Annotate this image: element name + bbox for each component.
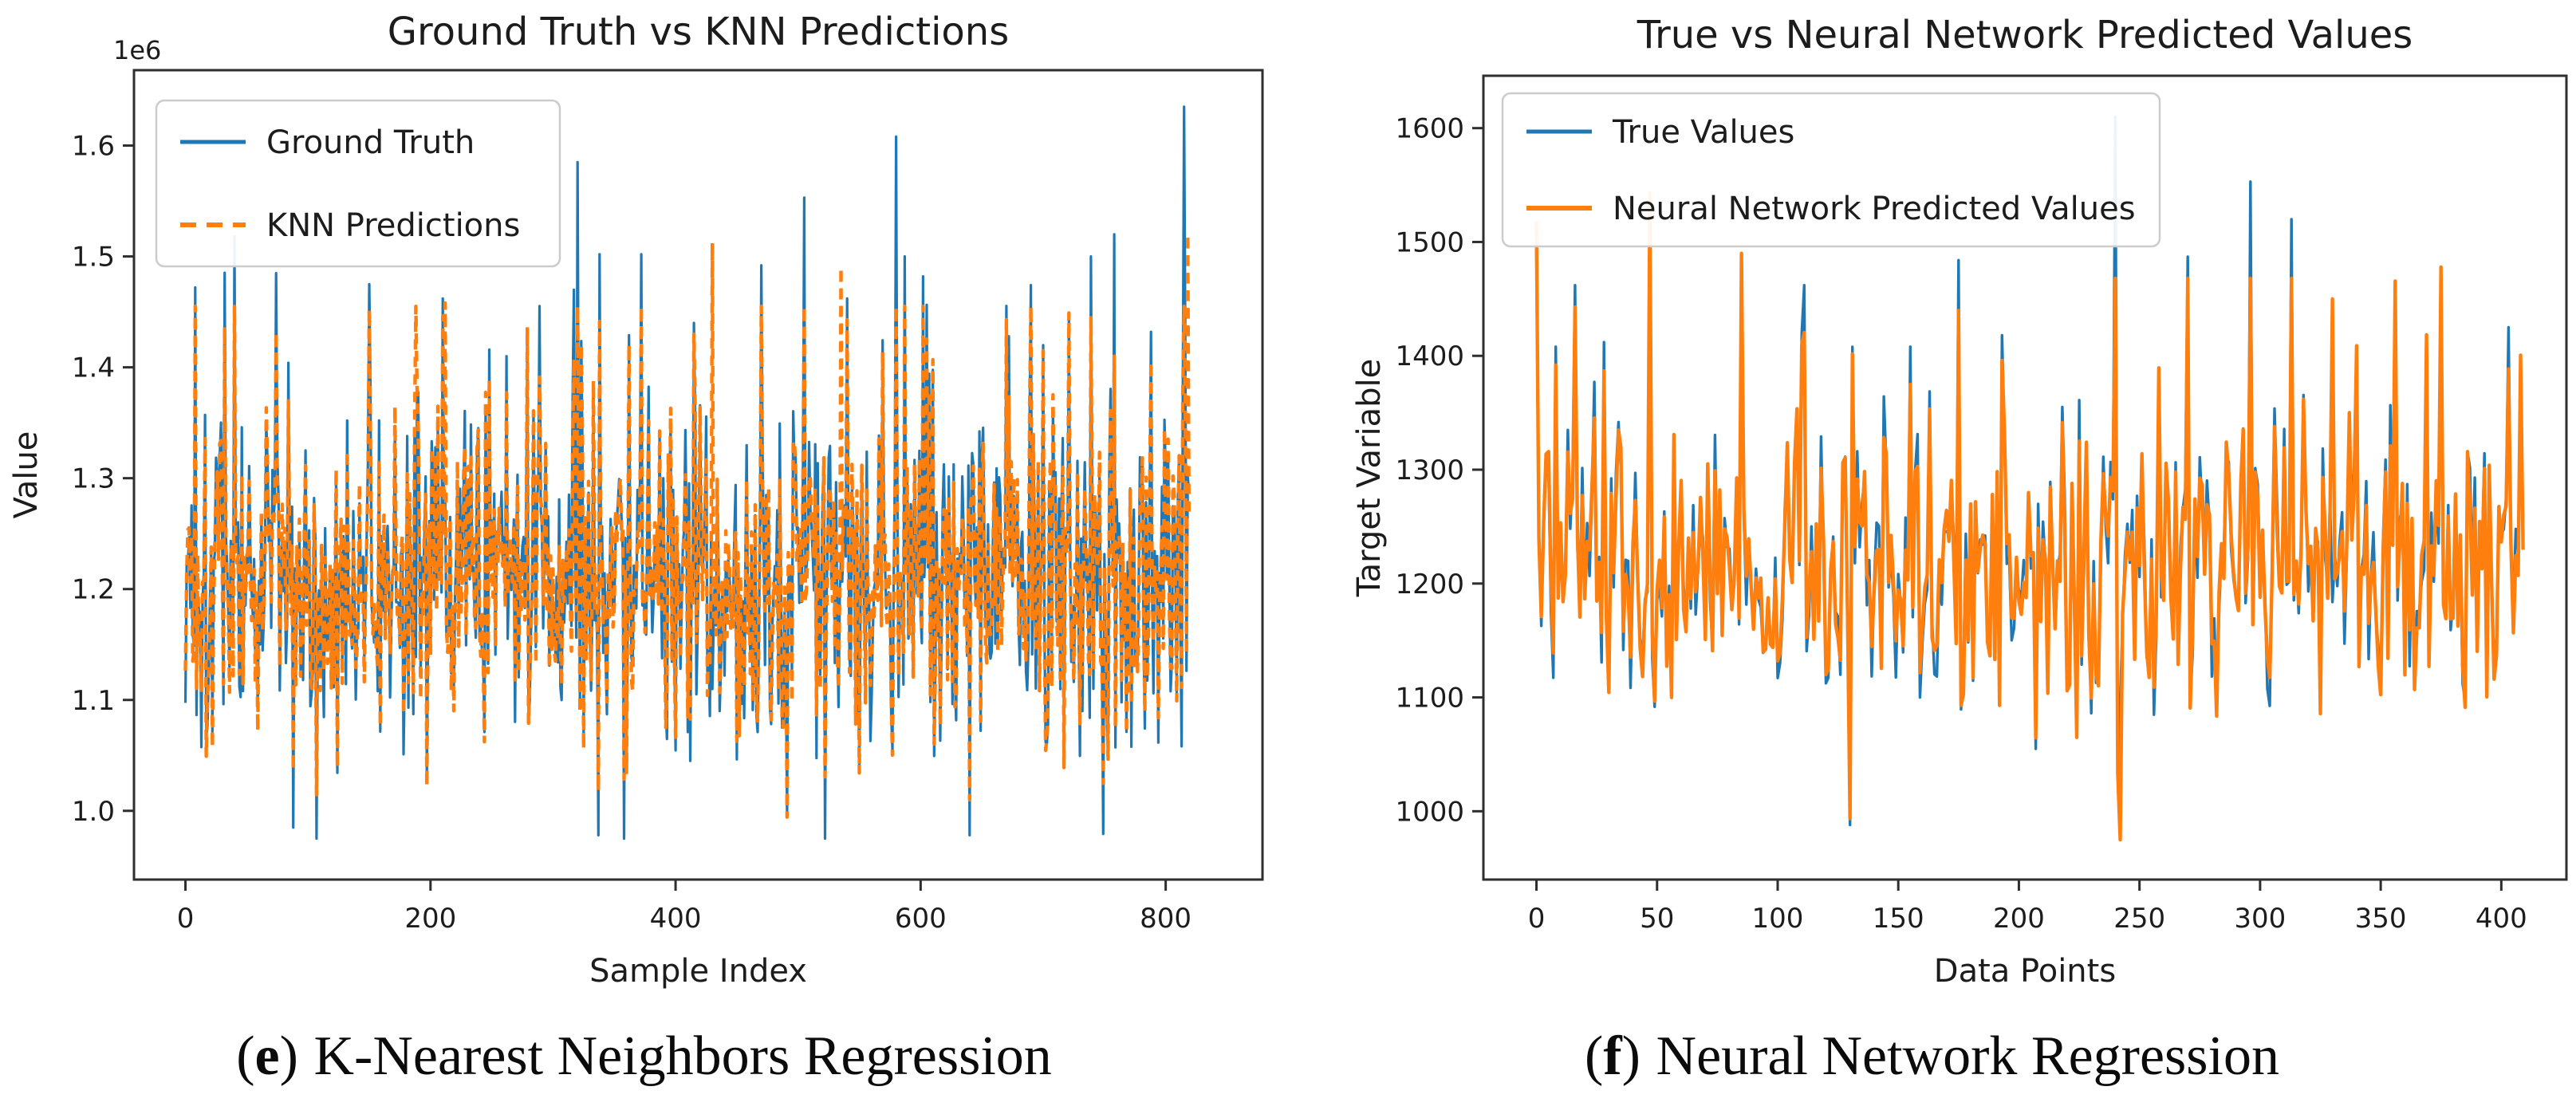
knn-chart-ytick-label: 1.5 [72,242,115,274]
caption-nn-close-paren: ) [1621,1025,1641,1087]
knn-chart-xtick-label: 800 [1140,903,1191,935]
nn-chart-ytick-label: 1500 [1395,226,1464,258]
figure-canvas: 0 200 400 600 800 1.0 1.1 1.2 1.3 1.4 1.5 1.6 Ground… [8,10,2568,990]
nn-chart-xtick-label: 200 [1993,903,2045,935]
knn-chart-legend-label: Ground Truth [266,124,475,161]
caption-knn-open-paren: ( [236,1025,255,1087]
nn-chart-ytick-label: 1200 [1395,569,1464,600]
caption-nn-letter: f [1603,1025,1622,1087]
caption-nn-open-paren: ( [1585,1025,1604,1087]
caption-knn-close-paren: ) [279,1025,298,1087]
nn-chart-ylabel: Target Variable [1351,359,1388,597]
knn-chart-ytick-label: 1.0 [72,796,115,828]
captions-row: (e) K-Nearest Neighbors Regression (f) Neu… [0,1001,2576,1112]
nn-chart-axes: 0 50 100 150 200 250 300 350 400 1000 1100 1200 1300… [1395,74,2568,935]
knn-chart-legend: Ground Truth KNN Predictions [155,99,561,268]
nn-chart-xtick-label: 400 [2476,903,2527,935]
nn-chart-xtick-label: 100 [1752,903,1804,935]
knn-chart-xtick-label: 400 [650,903,702,935]
knn-chart-ytick-label: 1.4 [72,352,115,384]
nn-chart-xtick-label: 150 [1873,903,1924,935]
nn-chart-legend-label: Neural Network Predicted Values [1613,191,2136,227]
nn-chart-ytick-label: 1400 [1395,341,1464,372]
nn-chart-ytick-label: 1100 [1395,683,1464,714]
caption-nn-text: Neural Network Regression [1656,1025,2279,1087]
knn-chart-ytick-label: 1.6 [72,131,115,163]
nn-chart-xtick-label: 350 [2355,903,2407,935]
caption-knn: (e) K-Nearest Neighbors Regression [0,1001,1288,1112]
nn-chart-series [1534,115,2525,842]
nn-chart-xlabel: Data Points [1934,953,2116,990]
nn-chart-legend: True Values Neural Network Predicted Valu… [1501,92,2161,248]
caption-knn-text: K-Nearest Neighbors Regression [313,1025,1052,1087]
nn-chart-legend-label: True Values [1612,114,1794,151]
nn-chart-ytick-label: 1300 [1395,455,1464,486]
nn-chart-ytick-label: 1000 [1395,796,1464,828]
knn-chart-ylabel: Value [8,431,45,519]
knn-chart-legend-label: KNN Predictions [266,207,520,244]
knn-chart-xtick-label: 600 [895,903,947,935]
knn-chart-xlabel: Sample Index [589,953,807,990]
knn-chart-xtick-label: 0 [177,903,195,935]
knn-chart-title: Ground Truth vs KNN Predictions [388,10,1009,54]
nn-chart-line-neural-network-predicted-values [1534,191,2525,842]
knn-chart-ytick-label: 1.2 [72,574,115,606]
caption-knn-letter: e [254,1025,280,1087]
knn-chart-offset-text: 1e6 [113,35,161,65]
knn-chart-xtick-label: 200 [404,903,456,935]
knn-chart-line-knn-predictions [183,232,1191,819]
nn-chart-xtick-label: 300 [2234,903,2286,935]
knn-chart-ytick-label: 1.1 [72,685,115,717]
nn-chart-xtick-label: 50 [1640,903,1674,935]
knn-chart-axes: 0 200 400 600 800 1.0 1.1 1.2 1.3 1.4 1.5 1.6 [72,69,1264,935]
nn-chart-ytick-label: 1600 [1395,113,1464,145]
knn-chart-ytick-label: 1.3 [72,463,115,495]
nn-chart: 0 50 100 150 200 250 300 350 400 1000 1100 1200 1300… [1351,13,2568,990]
nn-chart-title: True vs Neural Network Predicted Values [1637,13,2413,57]
nn-chart-xtick-label: 250 [2113,903,2165,935]
nn-chart-xtick-label: 0 [1528,903,1546,935]
knn-chart-series [183,105,1191,840]
knn-chart: 0 200 400 600 800 1.0 1.1 1.2 1.3 1.4 1.5 1.6 Ground… [8,10,1264,990]
caption-nn: (f) Neural Network Regression [1288,1001,2576,1112]
